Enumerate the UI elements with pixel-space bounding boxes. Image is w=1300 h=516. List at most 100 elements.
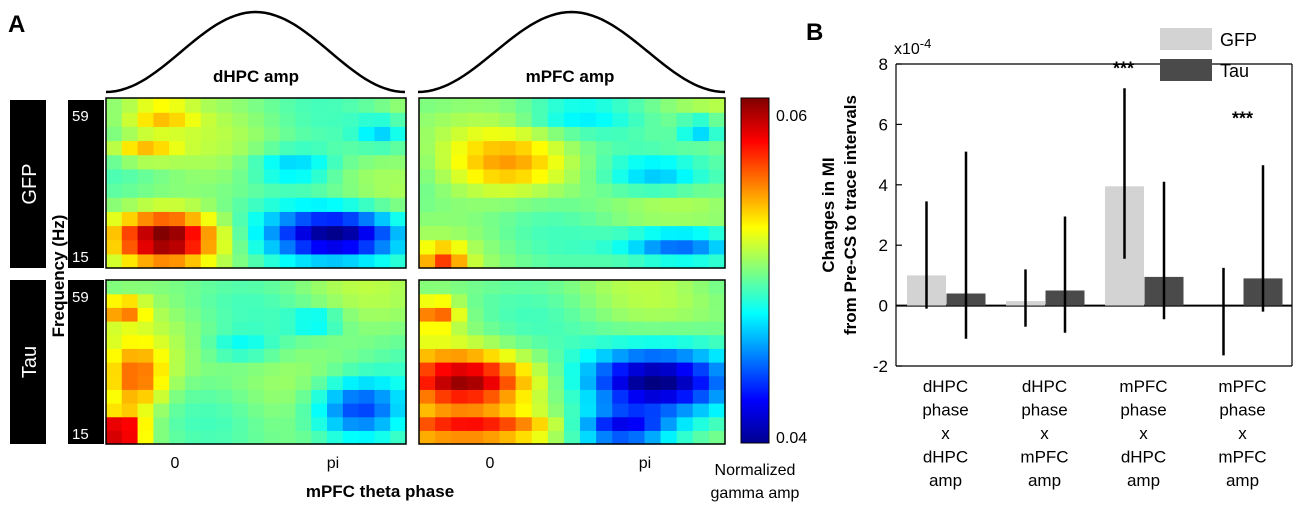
heatmap-cell [279,362,297,377]
legend-label-tau: Tau [1220,61,1249,81]
heatmap-cell [153,168,170,184]
heatmap-cell [515,307,533,322]
heatmap-cell [200,211,218,227]
heatmap-cell [467,211,485,227]
heatmap-cell [311,321,328,336]
heatmap-cell [153,197,170,212]
heatmap-cell [628,362,646,377]
heatmap-cell [531,307,549,322]
bar-ylabel-line1: Changes in MI [819,157,838,272]
heatmap-cell [390,253,407,269]
heatmap-cell [563,321,581,336]
panel-a: A dHPC amp mPFC amp GFP Tau Frequency (H… [8,10,807,502]
heatmap-cell [451,416,468,431]
heatmap-cell [628,307,646,322]
heatmap-cell [660,197,678,212]
heatmap-cell [499,389,517,404]
heatmap-cell [374,126,391,142]
heatmap-cell [248,362,265,377]
heatmap-cell [499,239,517,255]
heatmap-cell [612,375,629,390]
heatmap-cell [106,362,123,377]
heatmap-cell [531,403,549,418]
heatmap-cell [342,197,360,212]
heatmap-cell [358,389,376,404]
heatmap-cell [106,334,123,349]
heatmap-cell [612,334,629,349]
heatmap-cell [547,112,565,127]
heatmap-cell [248,403,265,418]
heatmap-cell [327,98,344,113]
heatmap-cell [499,403,517,418]
heatmap-cell [451,239,468,255]
heatmap-cell [483,140,501,156]
heatmap-cell [263,168,281,184]
heatmap-cell [184,362,202,377]
heatmap-cell [563,140,581,156]
heatmap-cell [106,154,123,170]
heatmap-cell [547,416,565,431]
heatmap-cell [358,293,376,308]
heatmap-cell [374,197,391,212]
gfp-ytick-15: 15 [72,249,89,266]
heatmap-cell [390,416,407,431]
heatmap-cell [169,239,186,255]
heatmap-cell [137,126,154,142]
heatmap-cell [628,416,646,431]
heatmap-cell [547,389,565,404]
heatmap-cell [248,307,265,322]
heatmap-cell [279,168,297,184]
heatmap-cell [216,197,233,212]
heatmap-cell [232,197,249,212]
heatmap-cell [676,334,694,349]
heatmap-cell [216,140,233,156]
heatmap-cell [596,154,613,170]
heatmap-cell [563,307,581,322]
heatmap-cell [358,168,376,184]
heatmap-cell [342,211,360,227]
heatmap-cell [169,225,186,241]
heatmap-cell [248,183,265,198]
heatmap-cell [547,211,565,227]
heatmap-cell [515,112,533,127]
heatmap-cell [467,348,485,363]
heatmap-cell [708,168,726,184]
heatmap-cell [342,225,360,241]
heatmap-cell [106,140,123,156]
heatmap-cell [137,154,154,170]
heatmap-cell [483,348,501,363]
heatmap-cell [515,430,533,445]
panel-b-letter: B [806,19,823,46]
heatmap-cell [580,168,597,184]
heatmap-cell [374,225,391,241]
heatmap-cell [467,334,485,349]
heatmap-cell [342,348,360,363]
heatmap-cell [708,348,726,363]
colorbar [740,97,770,444]
heatmap-cell [451,430,468,445]
heatmap-cell [137,293,154,308]
dhpc-theta-wave [105,10,406,94]
heatmap-cell [531,154,549,170]
heatmap-cell [644,211,662,227]
heatmap-cell [563,239,581,255]
heatmap-gfp-dhpc [105,97,407,269]
heatmap-cell [563,375,581,390]
heatmap-cell [580,225,597,241]
heatmap-cell [612,389,629,404]
heatmap-cell [248,389,265,404]
heatmap-cell [563,293,581,308]
heatmap-cell [342,307,360,322]
heatmap-cell [612,416,629,431]
heatmap-cell [563,362,581,377]
heatmap-cell [483,154,501,170]
heatmap-cell [692,197,710,212]
heatmap-cell [216,430,233,445]
heatmap-cell [419,375,436,390]
heatmap-cell [184,293,202,308]
heatmap-cell [200,154,218,170]
heatmap-cell [676,280,694,295]
heatmap-cell [580,197,597,212]
heatmap-cell [515,183,533,198]
heatmap-cell [708,183,726,198]
